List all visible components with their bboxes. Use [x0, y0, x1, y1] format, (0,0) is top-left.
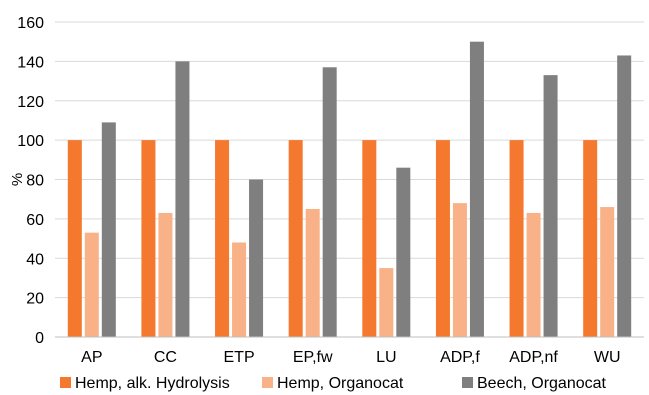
bar	[249, 179, 264, 337]
bar	[305, 209, 320, 337]
bar	[232, 242, 247, 337]
y-tick-label: 140	[17, 54, 44, 71]
x-tick-label: EP,fw	[293, 349, 333, 366]
x-tick-label: AP	[81, 349, 102, 366]
y-tick-label: 60	[26, 212, 44, 229]
bar	[175, 61, 190, 337]
y-tick-label: 0	[35, 330, 44, 347]
bar	[322, 67, 337, 337]
legend: Hemp, alk. Hydrolysis Hemp, Organocat Beec…	[60, 375, 607, 392]
bar	[379, 268, 394, 337]
x-tick-label: WU	[594, 349, 621, 366]
legend-swatch	[60, 377, 71, 388]
x-tick-label: LU	[376, 349, 396, 366]
bar	[101, 122, 116, 337]
y-axis-label: %	[9, 173, 26, 186]
x-tick-label: ADP,f	[440, 349, 480, 366]
y-tick-label: 80	[26, 173, 44, 190]
x-axis-ticks: AP CC ETP EP,fw LU ADP,f ADP,nf WU	[81, 349, 620, 366]
y-tick-label: 40	[26, 251, 44, 268]
legend-label: Hemp, Organocat	[277, 375, 404, 392]
y-tick-label: 20	[26, 291, 44, 308]
bar	[288, 140, 303, 337]
bar	[84, 232, 99, 337]
x-tick-label: ADP,nf	[509, 349, 558, 366]
legend-swatch	[262, 377, 273, 388]
legend-label: Hemp, alk. Hydrolysis	[75, 375, 230, 392]
y-tick-label: 100	[17, 133, 44, 150]
y-tick-label: 120	[17, 94, 44, 111]
bar	[617, 55, 632, 337]
y-tick-label: 160	[17, 15, 44, 32]
bar	[526, 212, 541, 337]
bar	[396, 167, 411, 337]
bar	[452, 203, 467, 337]
bar	[543, 75, 558, 337]
bar	[158, 212, 173, 337]
bar	[469, 41, 484, 337]
legend-label: Beech, Organocat	[477, 375, 607, 392]
bars	[67, 41, 632, 337]
bar	[600, 207, 615, 337]
x-tick-label: ETP	[224, 349, 255, 366]
bar	[362, 140, 377, 337]
bar	[509, 140, 524, 337]
bar	[67, 140, 82, 337]
y-axis-ticks: 0 20 40 60 80 100 120 140 160	[17, 15, 44, 347]
bar	[435, 140, 450, 337]
legend-swatch	[462, 377, 473, 388]
bar	[583, 140, 598, 337]
bar	[141, 140, 156, 337]
x-tick-label: CC	[154, 349, 177, 366]
bar	[215, 140, 230, 337]
